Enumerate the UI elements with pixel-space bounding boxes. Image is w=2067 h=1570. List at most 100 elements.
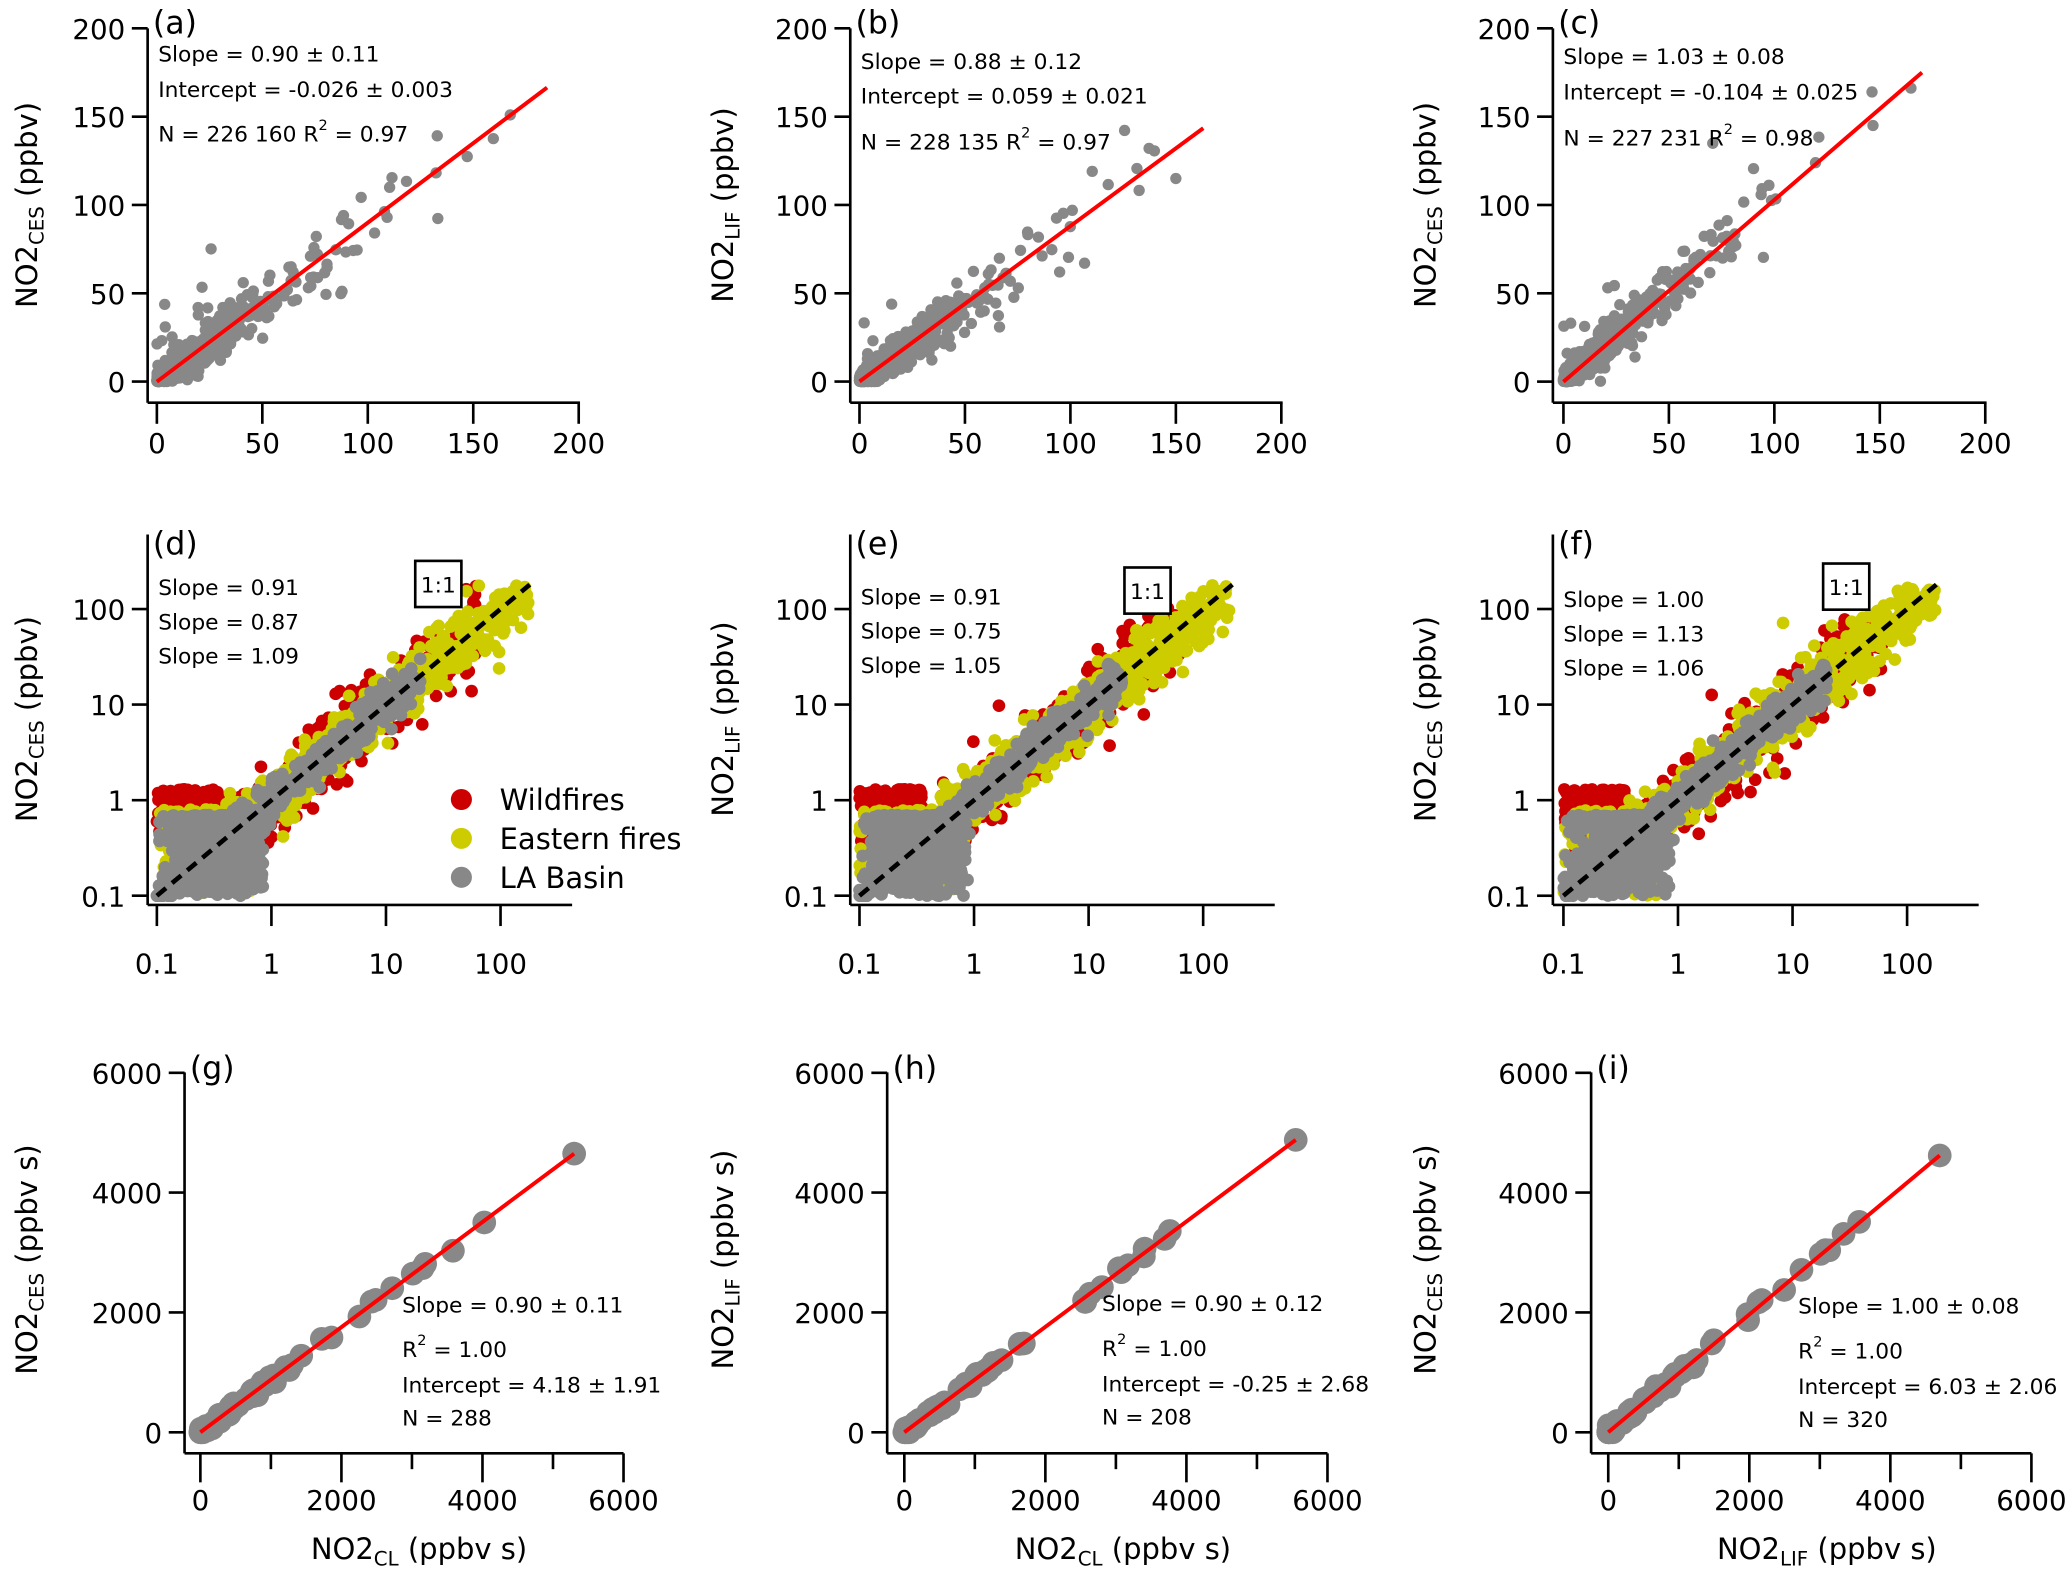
data-point [1578, 320, 1591, 333]
data-point [186, 362, 199, 374]
data-point [1032, 231, 1045, 243]
slope-stat: Slope = 0.90 ± 0.11 [158, 42, 379, 67]
label-sub: CES [1424, 206, 1447, 245]
y-tick-label: 200 [1478, 13, 1531, 46]
data-point [302, 723, 316, 736]
data-point [1561, 347, 1573, 359]
data-point [1597, 353, 1610, 365]
data-point [1707, 235, 1719, 247]
data-point [235, 322, 247, 335]
y-tick-label: 150 [72, 101, 125, 134]
r2-stat: N = 227 231 R2 = 0.98 [1563, 122, 1813, 152]
data-point [307, 271, 320, 283]
data-point [287, 811, 301, 824]
data-point [1170, 172, 1182, 185]
fit-line [858, 126, 1205, 384]
x-tick-label: 0 [851, 427, 869, 460]
data-point [254, 760, 268, 774]
data-point [1690, 251, 1702, 263]
data-point [498, 624, 511, 637]
data-point [918, 345, 931, 357]
r2-label: R [303, 123, 318, 148]
y-axis-label: NO2LIF (ppbv) [706, 107, 745, 302]
data-point [159, 298, 171, 311]
data-point [1698, 230, 1710, 243]
data-point [901, 361, 914, 374]
x-tick-label: 100 [1748, 427, 1801, 460]
data-point [342, 689, 356, 703]
data-point [993, 321, 1006, 333]
data-point [476, 640, 490, 654]
y-axis-label: NO2CES (ppbv) [10, 102, 49, 308]
data-point [1057, 207, 1069, 220]
r2-superscript: 2 [319, 118, 328, 134]
data-point [335, 288, 347, 300]
data-point [1565, 317, 1577, 329]
data-point [383, 181, 396, 193]
data-point [429, 689, 443, 703]
data-point [858, 317, 870, 329]
data-point [1684, 287, 1697, 299]
data-point [164, 784, 177, 798]
data-point [1086, 165, 1098, 178]
label-main: NO2 [10, 245, 44, 308]
x-tick-label: 200 [1255, 427, 1308, 460]
x-tick-label: 150 [1853, 427, 1906, 460]
data-point [151, 338, 163, 350]
intercept-stat: Intercept = 0.059 ± 0.021 [861, 84, 1148, 109]
y-tick-label: 0 [1513, 366, 1531, 399]
panel-label: (c) [1558, 6, 1600, 42]
data-point [430, 641, 444, 654]
data-point [1692, 276, 1704, 289]
data-point [460, 584, 473, 598]
r2-value: = 0.97 [328, 123, 408, 148]
data-point [1143, 142, 1155, 155]
y-tick-label: 150 [1478, 101, 1531, 134]
y-tick-label: 100 [775, 190, 828, 223]
label-unit: (ppbv) [1409, 102, 1443, 206]
label-unit: (ppbv) [706, 107, 740, 211]
data-point [368, 227, 381, 239]
data-point [867, 335, 879, 347]
data-point [321, 261, 333, 274]
data-point [1131, 162, 1143, 175]
label-sub: CES [26, 206, 49, 245]
data-point [381, 736, 395, 750]
panel-label: (a) [153, 6, 197, 42]
data-point [1614, 299, 1626, 311]
data-point [465, 684, 478, 698]
intercept-stat: Intercept = -0.104 ± 0.025 [1563, 81, 1858, 106]
data-point [276, 830, 290, 843]
data-point [1600, 318, 1613, 331]
data-point [1602, 282, 1614, 294]
x-tick-label: 200 [1959, 427, 2012, 460]
data-point [159, 321, 171, 333]
slope-stat: Slope = 1.03 ± 0.08 [1563, 45, 1784, 70]
data-point [1651, 274, 1663, 286]
r2-label: R [1006, 131, 1021, 156]
fit-line [155, 85, 549, 384]
data-point [1626, 299, 1639, 311]
data-point [415, 718, 429, 731]
data-point [376, 676, 390, 690]
data-point [1704, 267, 1716, 279]
data-point [467, 637, 480, 651]
data-point [202, 302, 214, 314]
n-value: N = 226 160 [158, 123, 303, 148]
data-point [1755, 188, 1767, 201]
data-point [386, 172, 398, 184]
data-point [262, 275, 275, 287]
data-point [442, 637, 455, 650]
data-point [385, 667, 399, 681]
data-point [310, 230, 322, 243]
n-value: N = 227 231 [1563, 127, 1708, 152]
series-la-basin [150, 652, 427, 903]
data-point [492, 662, 506, 675]
panel-label: (b) [856, 6, 901, 42]
label-main: NO2 [706, 240, 740, 303]
data-point [1594, 375, 1607, 387]
data-point [487, 132, 500, 145]
y-tick-label: 50 [1495, 278, 1530, 311]
data-point [211, 785, 224, 799]
